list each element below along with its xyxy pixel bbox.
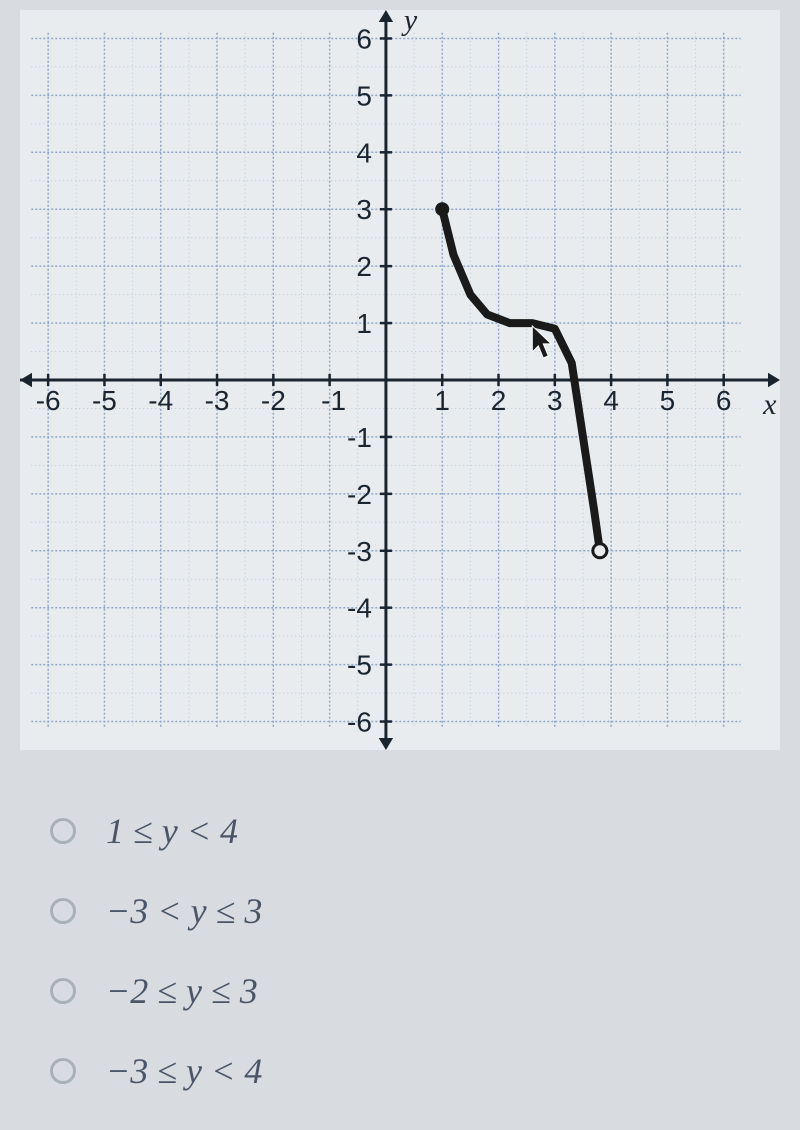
svg-text:4: 4 — [356, 137, 372, 168]
answer-option[interactable]: 1 ≤ y < 4 — [50, 810, 800, 852]
svg-text:1: 1 — [356, 308, 372, 339]
svg-text:-6: -6 — [36, 385, 61, 416]
radio-icon — [50, 898, 76, 924]
answer-option[interactable]: −3 ≤ y < 4 — [50, 1050, 800, 1092]
svg-text:5: 5 — [660, 385, 676, 416]
svg-text:-4: -4 — [347, 593, 372, 624]
svg-text:-3: -3 — [347, 536, 372, 567]
svg-text:-5: -5 — [347, 650, 372, 681]
svg-text:-2: -2 — [261, 385, 286, 416]
answer-label: −3 ≤ y < 4 — [106, 1050, 262, 1092]
graph-svg: -6 -5 -4 -3 -2 -1 1 2 3 4 5 6 -6 -5 -4 -3 -2 -1 1 2 3 4 5 6 y x — [20, 10, 780, 750]
svg-text:1: 1 — [434, 385, 450, 416]
svg-text:3: 3 — [356, 194, 372, 225]
svg-text:y: y — [401, 10, 418, 36]
svg-text:5: 5 — [356, 80, 372, 111]
svg-text:6: 6 — [716, 385, 732, 416]
svg-text:x: x — [762, 388, 777, 421]
answer-option[interactable]: −2 ≤ y ≤ 3 — [50, 970, 800, 1012]
radio-icon — [50, 818, 76, 844]
answer-label: −2 ≤ y ≤ 3 — [106, 970, 258, 1012]
radio-icon — [50, 978, 76, 1004]
svg-text:-6: -6 — [347, 707, 372, 738]
answer-option[interactable]: −3 < y ≤ 3 — [50, 890, 800, 932]
svg-text:-1: -1 — [347, 422, 372, 453]
svg-text:-1: -1 — [321, 385, 346, 416]
answer-choices: 1 ≤ y < 4 −3 < y ≤ 3 −2 ≤ y ≤ 3 −3 ≤ y <… — [0, 810, 800, 1092]
question-container: -6 -5 -4 -3 -2 -1 1 2 3 4 5 6 -6 -5 -4 -3 -2 -1 1 2 3 4 5 6 y x 1… — [0, 10, 800, 1092]
svg-text:-3: -3 — [205, 385, 230, 416]
answer-label: −3 < y ≤ 3 — [106, 890, 262, 932]
svg-text:2: 2 — [356, 251, 372, 282]
svg-text:2: 2 — [491, 385, 507, 416]
svg-text:-2: -2 — [347, 479, 372, 510]
svg-text:4: 4 — [603, 385, 619, 416]
svg-text:3: 3 — [547, 385, 563, 416]
svg-text:-4: -4 — [148, 385, 173, 416]
answer-label: 1 ≤ y < 4 — [106, 810, 238, 852]
svg-text:6: 6 — [356, 23, 372, 54]
radio-icon — [50, 1058, 76, 1084]
graph-area: -6 -5 -4 -3 -2 -1 1 2 3 4 5 6 -6 -5 -4 -3 -2 -1 1 2 3 4 5 6 y x — [20, 10, 780, 750]
svg-text:-5: -5 — [92, 385, 117, 416]
